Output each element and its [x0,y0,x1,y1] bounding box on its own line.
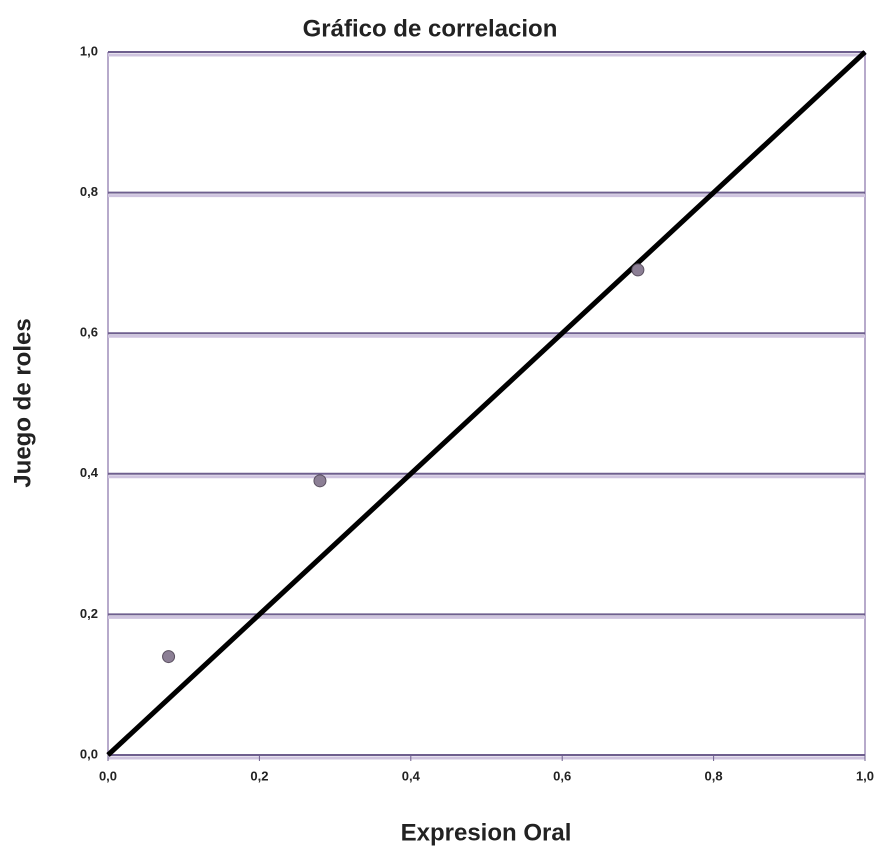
point [631,263,645,277]
x-tick-label: 1,0 [856,768,874,783]
y-tick-label: 0,0 [80,746,98,761]
x-tick-label: 0,6 [553,768,571,783]
y-axis-label: Juego de roles [9,318,36,487]
chart-title: Gráfico de correlacion [303,15,558,42]
y-tick-label: 0,6 [80,325,98,340]
y-tick-label: 1,0 [80,43,98,58]
y-tick-label: 0,8 [80,184,98,199]
point [313,474,327,488]
x-tick-label: 0,4 [402,768,421,783]
x-axis-label: Expresion Oral [401,819,572,846]
x-tick-label: 0,8 [705,768,723,783]
y-tick-label: 0,4 [80,465,99,480]
x-tick-label: 0,2 [250,768,268,783]
y-tick-label: 0,2 [80,606,98,621]
reference-line [106,50,867,757]
x-tick-label: 0,0 [99,768,117,783]
point [162,650,176,664]
